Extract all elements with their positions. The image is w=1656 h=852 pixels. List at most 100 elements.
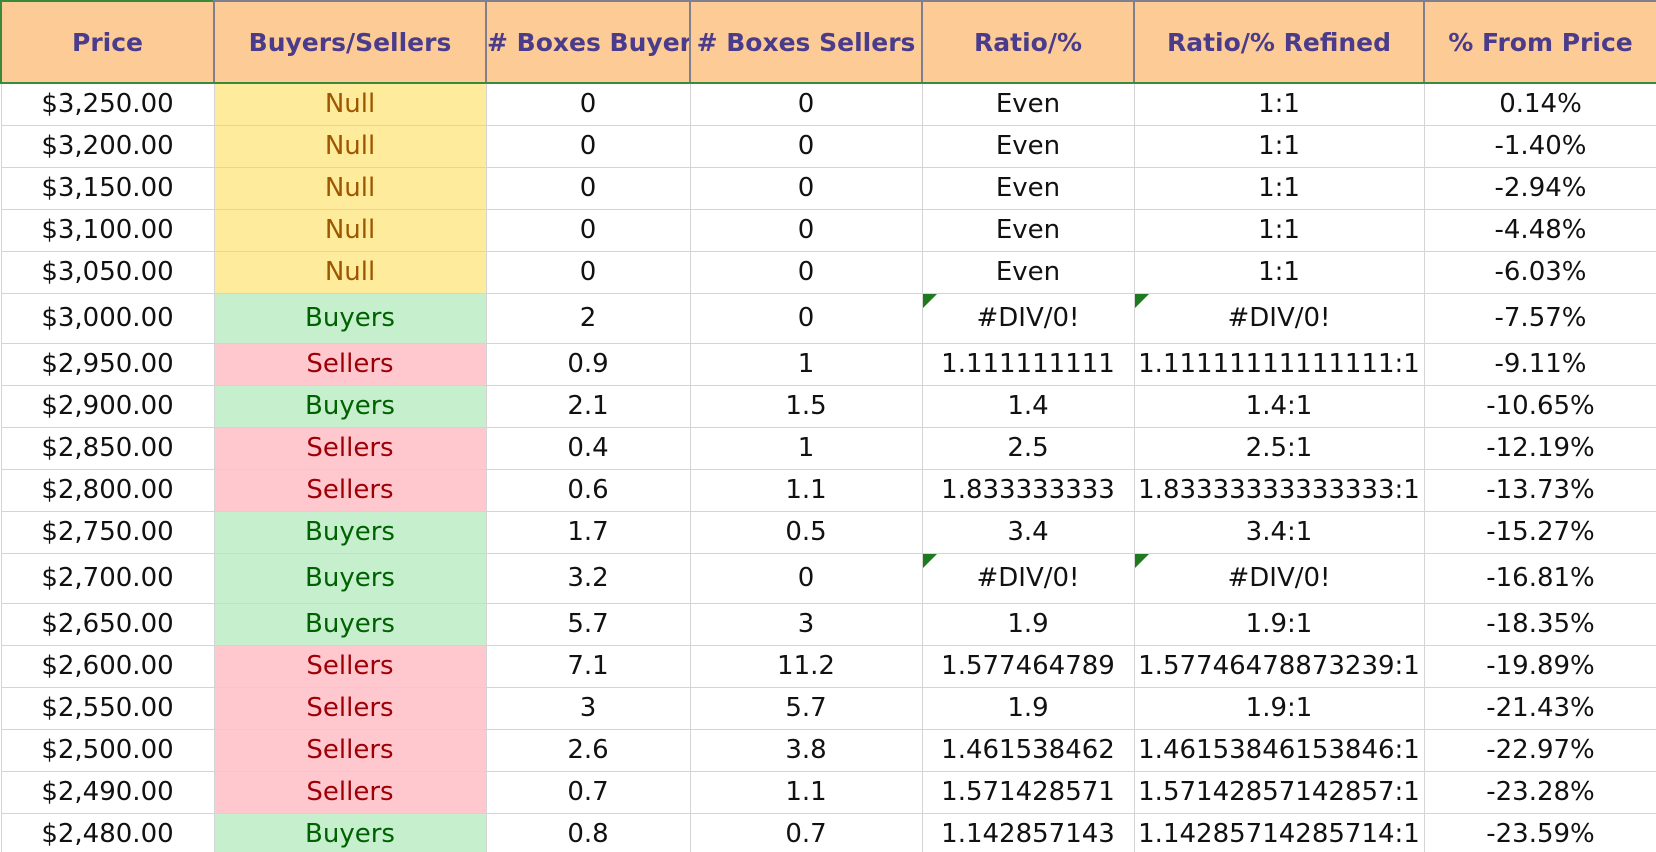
cell-buyers-sellers[interactable]: Sellers bbox=[214, 343, 487, 386]
cell-from-price[interactable]: -12.19% bbox=[1424, 427, 1656, 470]
cell-buyers-sellers[interactable]: Buyers bbox=[214, 293, 487, 344]
cell-boxes-sellers[interactable]: 0 bbox=[690, 251, 923, 294]
cell-buyers-sellers[interactable]: Sellers bbox=[214, 427, 487, 470]
cell-ratio-refined[interactable]: 1:1 bbox=[1134, 251, 1425, 294]
cell-boxes-sellers[interactable]: 11.2 bbox=[690, 645, 923, 688]
cell-boxes-sellers[interactable]: 1 bbox=[690, 427, 923, 470]
cell-boxes-buyers[interactable]: 0 bbox=[486, 251, 691, 294]
header-buyers-sellers[interactable]: Buyers/Sellers bbox=[214, 0, 487, 84]
cell-from-price[interactable]: -22.97% bbox=[1424, 729, 1656, 772]
cell-buyers-sellers[interactable]: Null bbox=[214, 251, 487, 294]
cell-from-price[interactable]: -4.48% bbox=[1424, 209, 1656, 252]
cell-from-price[interactable]: -7.57% bbox=[1424, 293, 1656, 344]
cell-boxes-buyers[interactable]: 3.2 bbox=[486, 553, 691, 604]
cell-ratio[interactable]: 1.833333333 bbox=[922, 469, 1135, 512]
cell-boxes-sellers[interactable]: 1.1 bbox=[690, 469, 923, 512]
cell-ratio[interactable]: 1.9 bbox=[922, 687, 1135, 730]
cell-from-price[interactable]: -19.89% bbox=[1424, 645, 1656, 688]
cell-price[interactable]: $3,150.00 bbox=[0, 167, 215, 210]
cell-ratio-refined[interactable]: 3.4:1 bbox=[1134, 511, 1425, 554]
cell-price[interactable]: $2,900.00 bbox=[0, 385, 215, 428]
cell-buyers-sellers[interactable]: Null bbox=[214, 83, 487, 126]
cell-buyers-sellers[interactable]: Buyers bbox=[214, 553, 487, 604]
cell-buyers-sellers[interactable]: Null bbox=[214, 167, 487, 210]
cell-price[interactable]: $3,200.00 bbox=[0, 125, 215, 168]
cell-buyers-sellers[interactable]: Null bbox=[214, 125, 487, 168]
cell-ratio-refined[interactable]: 1.9:1 bbox=[1134, 687, 1425, 730]
cell-ratio-refined[interactable]: 1.4:1 bbox=[1134, 385, 1425, 428]
cell-boxes-buyers[interactable]: 2.1 bbox=[486, 385, 691, 428]
cell-from-price[interactable]: -9.11% bbox=[1424, 343, 1656, 386]
cell-boxes-buyers[interactable]: 0 bbox=[486, 209, 691, 252]
cell-boxes-sellers[interactable]: 0 bbox=[690, 553, 923, 604]
cell-price[interactable]: $2,550.00 bbox=[0, 687, 215, 730]
header-from-price[interactable]: % From Price bbox=[1424, 0, 1656, 84]
cell-price[interactable]: $2,600.00 bbox=[0, 645, 215, 688]
error-indicator-icon[interactable] bbox=[922, 553, 937, 568]
cell-buyers-sellers[interactable]: Sellers bbox=[214, 645, 487, 688]
header-boxes-sellers[interactable]: # Boxes Sellers bbox=[690, 0, 923, 84]
cell-ratio-refined[interactable]: 1:1 bbox=[1134, 125, 1425, 168]
cell-ratio[interactable]: Even bbox=[922, 251, 1135, 294]
cell-from-price[interactable]: -23.59% bbox=[1424, 813, 1656, 852]
cell-boxes-buyers[interactable]: 7.1 bbox=[486, 645, 691, 688]
cell-price[interactable]: $2,950.00 bbox=[0, 343, 215, 386]
cell-price[interactable]: $2,800.00 bbox=[0, 469, 215, 512]
cell-boxes-sellers[interactable]: 1.5 bbox=[690, 385, 923, 428]
cell-from-price[interactable]: -16.81% bbox=[1424, 553, 1656, 604]
cell-from-price[interactable]: -13.73% bbox=[1424, 469, 1656, 512]
cell-boxes-sellers[interactable]: 0 bbox=[690, 209, 923, 252]
cell-buyers-sellers[interactable]: Buyers bbox=[214, 385, 487, 428]
cell-buyers-sellers[interactable]: Sellers bbox=[214, 771, 487, 814]
cell-ratio[interactable]: 1.577464789 bbox=[922, 645, 1135, 688]
cell-from-price[interactable]: -23.28% bbox=[1424, 771, 1656, 814]
cell-from-price[interactable]: -6.03% bbox=[1424, 251, 1656, 294]
cell-ratio-refined[interactable]: 1:1 bbox=[1134, 83, 1425, 126]
cell-buyers-sellers[interactable]: Buyers bbox=[214, 813, 487, 852]
cell-from-price[interactable]: -21.43% bbox=[1424, 687, 1656, 730]
cell-ratio-refined[interactable]: 2.5:1 bbox=[1134, 427, 1425, 470]
header-price[interactable]: Price bbox=[0, 0, 215, 84]
error-indicator-icon[interactable] bbox=[1134, 293, 1149, 308]
cell-boxes-buyers[interactable]: 0 bbox=[486, 167, 691, 210]
cell-ratio[interactable]: 1.142857143 bbox=[922, 813, 1135, 852]
cell-ratio[interactable]: #DIV/0! bbox=[922, 553, 1135, 604]
cell-ratio[interactable]: 1.9 bbox=[922, 603, 1135, 646]
cell-price[interactable]: $2,650.00 bbox=[0, 603, 215, 646]
cell-ratio[interactable]: 1.111111111 bbox=[922, 343, 1135, 386]
cell-boxes-sellers[interactable]: 0.5 bbox=[690, 511, 923, 554]
cell-ratio[interactable]: 1.571428571 bbox=[922, 771, 1135, 814]
error-indicator-icon[interactable] bbox=[922, 293, 937, 308]
cell-boxes-buyers[interactable]: 0.4 bbox=[486, 427, 691, 470]
cell-boxes-buyers[interactable]: 0.9 bbox=[486, 343, 691, 386]
cell-boxes-sellers[interactable]: 0 bbox=[690, 167, 923, 210]
cell-from-price[interactable]: -15.27% bbox=[1424, 511, 1656, 554]
cell-ratio[interactable]: 1.461538462 bbox=[922, 729, 1135, 772]
cell-price[interactable]: $2,480.00 bbox=[0, 813, 215, 852]
cell-boxes-sellers[interactable]: 0 bbox=[690, 293, 923, 344]
cell-price[interactable]: $2,700.00 bbox=[0, 553, 215, 604]
cell-boxes-buyers[interactable]: 1.7 bbox=[486, 511, 691, 554]
cell-from-price[interactable]: -18.35% bbox=[1424, 603, 1656, 646]
cell-ratio[interactable]: Even bbox=[922, 83, 1135, 126]
cell-boxes-buyers[interactable]: 0.8 bbox=[486, 813, 691, 852]
cell-from-price[interactable]: -10.65% bbox=[1424, 385, 1656, 428]
cell-boxes-sellers[interactable]: 3.8 bbox=[690, 729, 923, 772]
cell-boxes-buyers[interactable]: 0 bbox=[486, 83, 691, 126]
cell-boxes-buyers[interactable]: 0.7 bbox=[486, 771, 691, 814]
cell-boxes-sellers[interactable]: 0.7 bbox=[690, 813, 923, 852]
cell-price[interactable]: $3,250.00 bbox=[0, 83, 215, 126]
cell-ratio-refined[interactable]: 1.57142857142857:1 bbox=[1134, 771, 1425, 814]
cell-boxes-sellers[interactable]: 0 bbox=[690, 125, 923, 168]
cell-buyers-sellers[interactable]: Sellers bbox=[214, 729, 487, 772]
cell-price[interactable]: $3,000.00 bbox=[0, 293, 215, 344]
cell-ratio[interactable]: #DIV/0! bbox=[922, 293, 1135, 344]
cell-from-price[interactable]: -1.40% bbox=[1424, 125, 1656, 168]
cell-boxes-sellers[interactable]: 1.1 bbox=[690, 771, 923, 814]
cell-buyers-sellers[interactable]: Buyers bbox=[214, 603, 487, 646]
cell-price[interactable]: $2,490.00 bbox=[0, 771, 215, 814]
cell-boxes-sellers[interactable]: 5.7 bbox=[690, 687, 923, 730]
cell-from-price[interactable]: -2.94% bbox=[1424, 167, 1656, 210]
cell-boxes-buyers[interactable]: 0.6 bbox=[486, 469, 691, 512]
cell-ratio-refined[interactable]: 1.83333333333333:1 bbox=[1134, 469, 1425, 512]
